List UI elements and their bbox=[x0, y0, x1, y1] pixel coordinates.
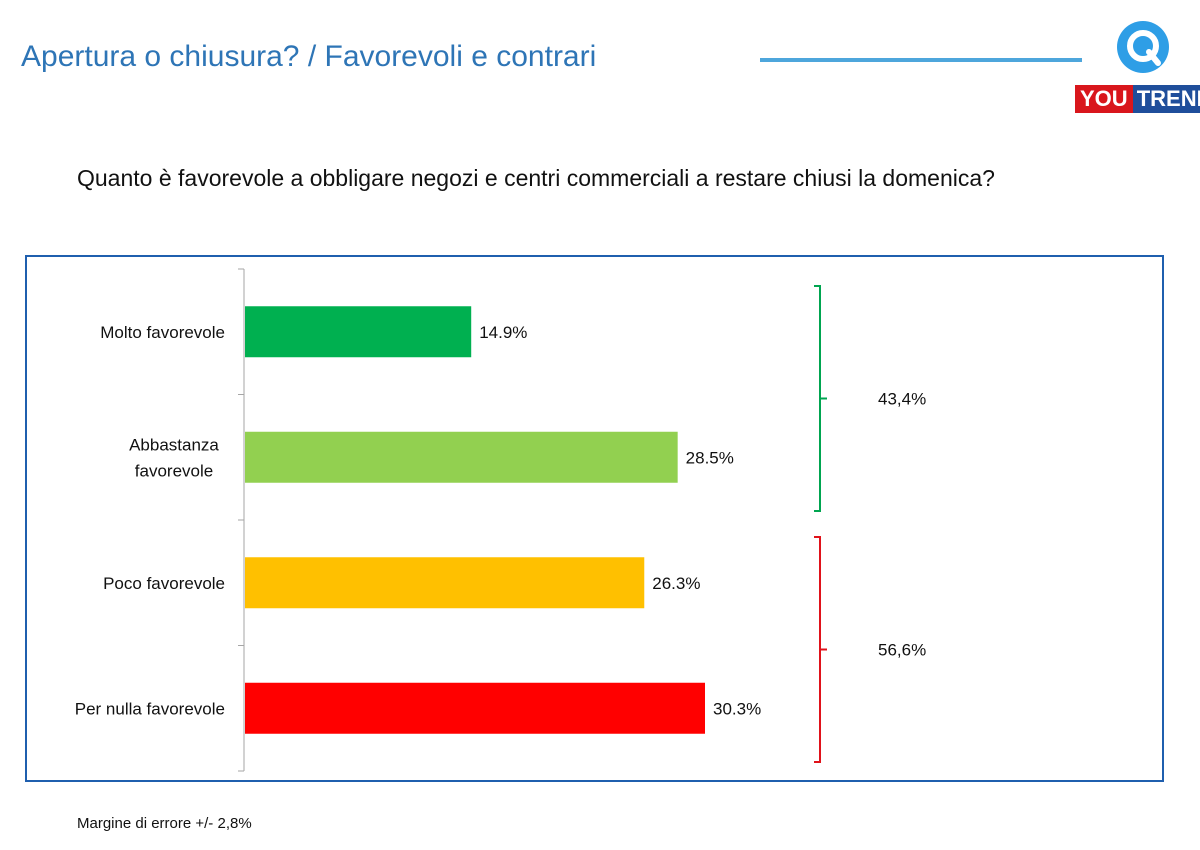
youtrend-logo-icon bbox=[1117, 21, 1169, 73]
category-label: Abbastanza bbox=[129, 435, 219, 454]
data-label: 14.9% bbox=[479, 323, 527, 342]
group-total-label: 56,6% bbox=[878, 641, 926, 660]
logo-trend-text: TREND bbox=[1132, 85, 1200, 113]
data-label: 28.5% bbox=[686, 448, 734, 467]
logo-you-text: YOU bbox=[1075, 85, 1133, 113]
category-label: favorevole bbox=[135, 461, 213, 480]
data-label: 26.3% bbox=[652, 574, 700, 593]
bar bbox=[245, 557, 645, 609]
category-label: Poco favorevole bbox=[103, 574, 225, 593]
margin-of-error-note: Margine di errore +/- 2,8% bbox=[77, 815, 252, 832]
data-label: 30.3% bbox=[713, 699, 761, 718]
page-title: Apertura o chiusura? / Favorevoli e cont… bbox=[21, 40, 597, 73]
group-bracket bbox=[814, 536, 827, 763]
category-label: Per nulla favorevole bbox=[75, 699, 225, 718]
bar bbox=[245, 682, 705, 734]
youtrend-logo-badge: YOU TREND bbox=[1075, 85, 1200, 113]
chart-frame bbox=[25, 255, 1164, 782]
bar bbox=[245, 431, 678, 483]
survey-question: Quanto è favorevole a obbligare negozi e… bbox=[77, 165, 995, 191]
header-divider bbox=[760, 58, 1082, 62]
bar bbox=[245, 306, 472, 358]
group-bracket bbox=[814, 285, 827, 512]
group-total-label: 43,4% bbox=[878, 390, 926, 409]
category-label: Molto favorevole bbox=[100, 323, 225, 342]
